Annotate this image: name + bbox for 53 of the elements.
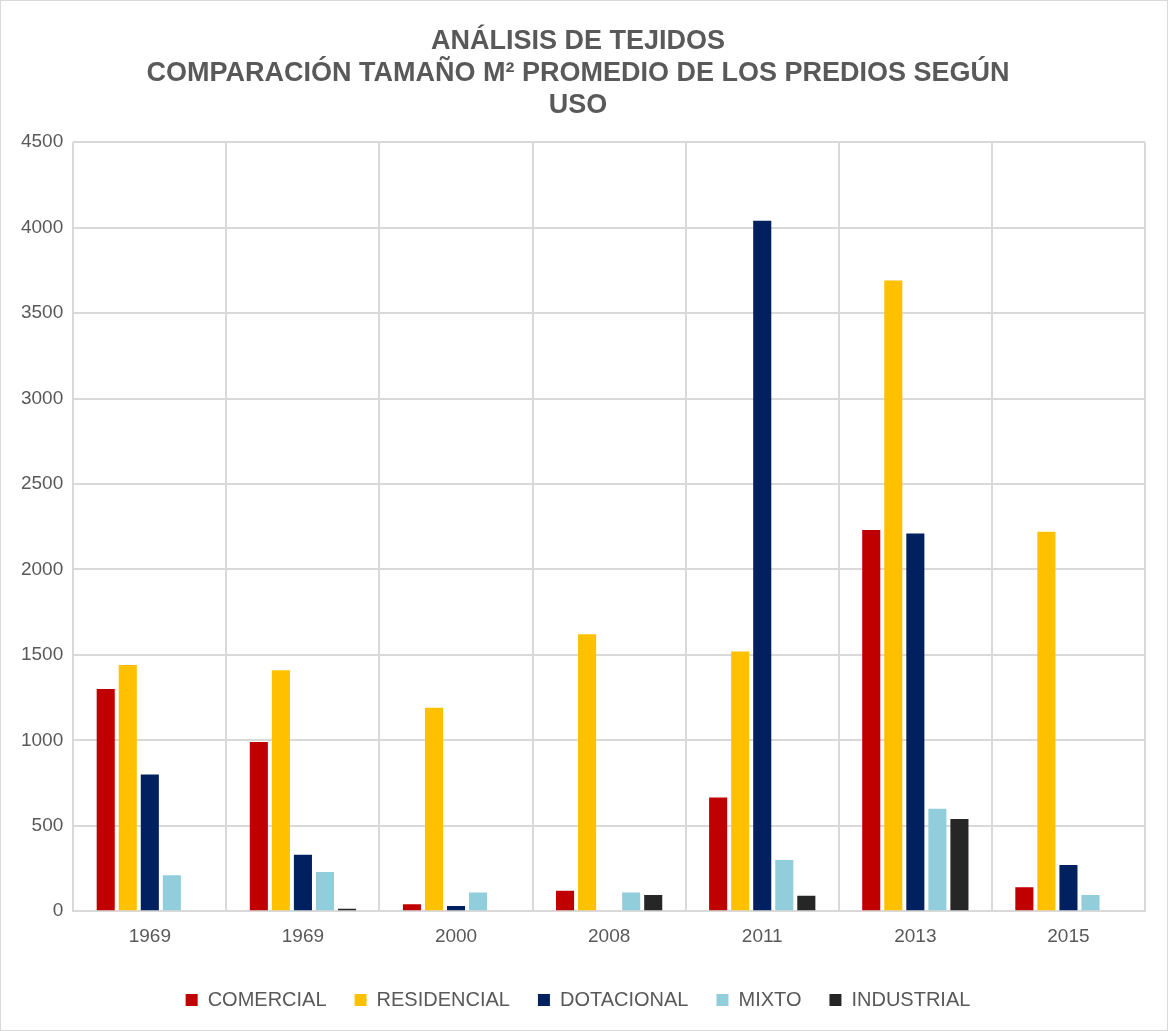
bar (928, 808, 947, 911)
x-tick-label: 2008 (587, 924, 631, 946)
bar (140, 774, 159, 911)
y-tick-label: 0 (52, 899, 64, 921)
y-tick-label: 4500 (20, 130, 64, 152)
bar (753, 220, 772, 911)
bar (315, 871, 335, 911)
x-tick-label: 1969 (281, 924, 325, 946)
x-tick-label: 2015 (1047, 924, 1090, 946)
bar (578, 634, 597, 911)
bar (862, 530, 881, 911)
x-tick-label: 2013 (894, 924, 937, 946)
bar (424, 707, 444, 911)
bar (622, 892, 641, 911)
legend-label: MIXTO (738, 987, 802, 1010)
bar (731, 651, 750, 911)
y-tick-label: 1500 (20, 643, 64, 665)
legend-label: COMERCIAL (207, 987, 327, 1010)
bar (446, 906, 466, 911)
chart-title: ANÁLISIS DE TEJIDOS COMPARACIÓN TAMAÑO M² PROMEDIO DE LOS PREDIOS SEGÚN USO (146, 23, 1010, 120)
bar (884, 280, 903, 911)
y-tick-label: 3000 (20, 386, 64, 408)
bar (469, 892, 488, 911)
bar (556, 890, 575, 911)
bar (775, 859, 794, 911)
y-tick-label: 500 (31, 813, 64, 835)
bar (1059, 865, 1078, 911)
bar (118, 665, 137, 911)
bar (96, 689, 115, 911)
bar (249, 742, 268, 911)
legend-label: DOTACIONAL (559, 987, 689, 1010)
bar (402, 904, 421, 911)
legend-label: RESIDENCIAL (376, 987, 510, 1010)
bar (644, 894, 663, 911)
y-tick-label: 2500 (20, 472, 64, 494)
legend-label: INDUSTRIAL (851, 987, 971, 1010)
bar (1037, 531, 1056, 911)
bar (797, 895, 816, 911)
bar (950, 818, 969, 911)
x-tick-label: 2011 (741, 924, 783, 946)
bar (162, 875, 181, 911)
y-tick-label: 1000 (20, 728, 64, 750)
y-tick-label: 4000 (20, 215, 64, 237)
bar (271, 670, 290, 911)
bar (906, 533, 925, 911)
bar (709, 797, 728, 911)
bar (293, 854, 312, 911)
bar (1015, 887, 1034, 911)
y-tick-label: 3500 (20, 301, 64, 323)
bar (1081, 894, 1100, 911)
x-tick-label: 1969 (128, 924, 171, 946)
y-tick-label: 2000 (20, 557, 64, 579)
x-tick-label: 2000 (434, 924, 478, 946)
